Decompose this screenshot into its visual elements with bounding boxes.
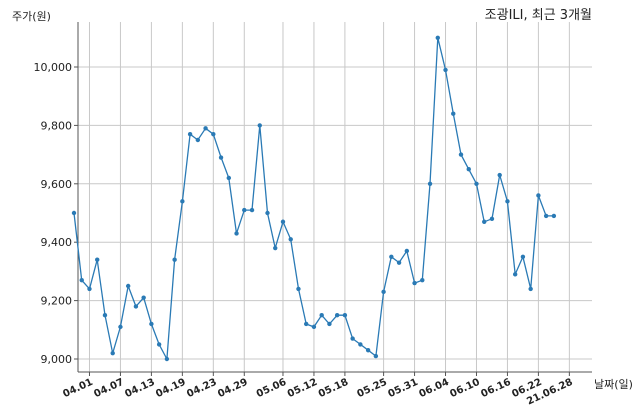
data-point <box>102 313 108 318</box>
data-point <box>381 289 386 295</box>
data-point <box>396 260 402 265</box>
series <box>71 35 557 362</box>
x-axis-label: 날짜(일) <box>594 378 633 391</box>
data-point <box>195 137 201 143</box>
x-tick-label: 05.31 <box>387 377 420 400</box>
y-tick-label: 10,000 <box>34 61 73 74</box>
x-tick-label: 06.10 <box>448 377 481 400</box>
data-point <box>288 237 293 242</box>
x-tick-label: 06.16 <box>479 377 512 400</box>
x-tick-label: 04.23 <box>185 377 218 400</box>
data-point <box>358 342 363 347</box>
x-tick-label: 04.01 <box>61 377 94 400</box>
data-point <box>451 111 456 116</box>
data-point <box>512 272 518 277</box>
data-point <box>79 277 84 283</box>
data-point <box>211 131 216 137</box>
x-tick-label: 04.13 <box>123 377 156 400</box>
data-point <box>528 286 533 292</box>
data-point <box>373 353 379 359</box>
x-tick-label: 04.19 <box>154 377 187 400</box>
grid <box>78 22 592 372</box>
data-point <box>164 356 170 362</box>
data-point <box>149 321 154 327</box>
data-point <box>365 348 371 353</box>
x-tick-label: 05.18 <box>317 377 350 400</box>
data-point <box>404 248 410 254</box>
data-point <box>71 210 77 216</box>
axes <box>74 22 592 376</box>
data-point <box>249 207 255 213</box>
data-point <box>118 324 123 330</box>
data-point <box>389 254 394 259</box>
data-point <box>482 219 487 224</box>
data-point <box>474 181 479 186</box>
data-point <box>187 131 193 137</box>
data-point <box>327 321 332 327</box>
data-point <box>319 313 324 318</box>
data-point <box>466 167 471 172</box>
data-point <box>141 295 146 300</box>
data-point <box>180 199 185 204</box>
data-point <box>218 155 224 160</box>
data-point <box>311 324 317 330</box>
data-point <box>489 216 495 222</box>
data-point <box>156 342 162 347</box>
data-point <box>443 67 448 73</box>
data-point <box>226 175 231 181</box>
y-tick-label: 9,200 <box>41 295 73 308</box>
y-tick-label: 9,000 <box>41 353 73 366</box>
data-point <box>172 257 177 262</box>
y-axis-label: 주가(원) <box>12 10 51 23</box>
x-tick-label: 05.12 <box>286 377 319 400</box>
data-point <box>273 245 278 251</box>
data-point <box>280 219 286 224</box>
data-point <box>125 283 131 289</box>
x-tick-label: 04.07 <box>92 377 125 400</box>
data-point <box>133 304 139 309</box>
data-point <box>296 286 301 292</box>
data-point <box>435 35 440 40</box>
data-point <box>520 254 526 259</box>
data-point <box>536 193 541 198</box>
data-point <box>458 152 464 157</box>
data-point <box>257 123 262 128</box>
y-tick-label: 9,600 <box>41 178 73 191</box>
chart-title: 조광ILI, 최근 3개월 <box>484 8 592 23</box>
x-tick-label: 05.06 <box>255 377 288 400</box>
data-point <box>265 210 270 216</box>
data-point <box>350 336 355 341</box>
data-point <box>203 126 208 131</box>
data-point <box>427 181 433 186</box>
x-tick-label: 04.29 <box>216 377 249 400</box>
data-point <box>543 213 549 219</box>
data-point <box>412 280 417 286</box>
data-point <box>304 321 309 327</box>
data-point <box>420 277 425 283</box>
data-point <box>505 199 510 204</box>
x-tick-label: 05.25 <box>356 377 389 400</box>
data-point <box>95 257 100 262</box>
data-point <box>342 313 348 318</box>
data-point <box>242 207 247 213</box>
data-point <box>551 213 557 219</box>
data-point <box>497 172 502 178</box>
data-point <box>110 350 115 356</box>
x-tick-label: 06.04 <box>417 377 450 400</box>
y-tick-labels: 9,000 9,200 9,400 9,600 9,800 10,000 <box>34 61 73 366</box>
data-point <box>234 231 239 236</box>
data-point <box>334 313 340 318</box>
y-tick-label: 9,400 <box>41 236 73 249</box>
data-point <box>87 286 92 292</box>
y-tick-label: 9,800 <box>41 119 73 132</box>
